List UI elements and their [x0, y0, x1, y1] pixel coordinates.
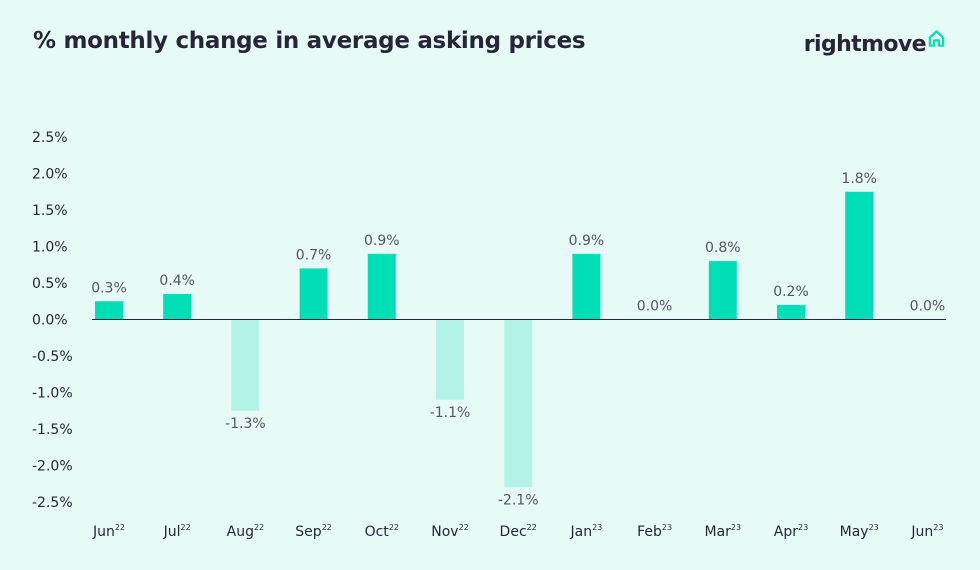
x-tick-month: Apr — [774, 524, 798, 540]
y-tick-label: 1.5% — [32, 203, 68, 219]
x-tick-year-superscript: 22 — [115, 523, 125, 532]
x-tick-label: May23 — [840, 523, 879, 540]
bar — [163, 293, 192, 320]
x-tick-year-superscript: 22 — [322, 523, 332, 532]
x-tick-year-superscript: 22 — [181, 523, 191, 532]
x-tick-year-superscript: 22 — [254, 523, 264, 532]
bar — [299, 268, 328, 320]
data-label: 0.7% — [296, 247, 332, 263]
data-label: -2.1% — [498, 492, 539, 508]
x-tick-year-superscript: 23 — [592, 523, 602, 532]
x-tick-label: Aug22 — [227, 523, 265, 540]
x-tick-label: Feb23 — [637, 523, 672, 540]
data-label: 0.3% — [91, 280, 127, 296]
bar — [572, 253, 601, 320]
x-tick-year-superscript: 23 — [731, 523, 741, 532]
bar — [708, 261, 737, 320]
y-tick-label: -1.0% — [32, 386, 73, 402]
bar — [231, 319, 260, 411]
x-tick-year-superscript: 22 — [527, 523, 537, 532]
x-tick-label: Jul22 — [163, 523, 191, 540]
chart-title: % monthly change in average asking price… — [33, 28, 586, 54]
x-tick-label: Jan23 — [570, 523, 603, 540]
x-tick-month: Jan — [570, 524, 593, 540]
x-tick-month: Oct — [365, 524, 390, 540]
x-tick-year-superscript: 23 — [798, 523, 808, 532]
x-tick-year-superscript: 23 — [662, 523, 672, 532]
data-label: 0.2% — [773, 284, 809, 300]
y-tick-label: -0.5% — [32, 349, 73, 365]
x-tick-month: May — [840, 524, 869, 540]
y-tick-label: 0.5% — [32, 276, 68, 292]
x-tick-month: Mar — [704, 524, 731, 540]
x-tick-label: Mar23 — [704, 523, 741, 540]
y-tick-label: 2.5% — [32, 130, 68, 146]
data-label: 1.8% — [841, 171, 877, 187]
bar — [845, 191, 874, 320]
house-outline-icon — [928, 30, 945, 47]
y-tick-label: -1.5% — [32, 422, 73, 438]
x-tick-year-superscript: 22 — [389, 523, 399, 532]
bar — [504, 319, 533, 488]
bar — [367, 253, 396, 320]
data-label: 0.9% — [364, 233, 400, 249]
brand-name: rightmove — [803, 32, 927, 57]
y-tick-label: 0.0% — [32, 313, 68, 329]
y-tick-label: -2.0% — [32, 459, 73, 475]
x-tick-label: Nov22 — [431, 523, 469, 540]
data-label: -1.1% — [430, 405, 471, 421]
x-tick-month: Jul — [163, 524, 181, 540]
x-tick-month: Dec — [500, 524, 527, 540]
x-tick-label: Sep22 — [295, 523, 332, 540]
data-label: 0.0% — [910, 299, 946, 315]
y-tick-label: 1.0% — [32, 240, 68, 256]
x-tick-year-superscript: 22 — [459, 523, 469, 532]
bar — [777, 304, 805, 320]
x-tick-label: Jun22 — [92, 523, 125, 540]
y-tick-label: 2.0% — [32, 167, 68, 183]
y-tick-label: -2.5% — [32, 495, 73, 511]
data-label: 0.8% — [705, 240, 741, 256]
data-label: 0.0% — [637, 299, 673, 315]
bar — [436, 319, 464, 400]
x-tick-month: Jun — [910, 524, 933, 540]
x-tick-label: Jun23 — [910, 523, 943, 540]
data-label: 0.9% — [569, 233, 605, 249]
x-tick-label: Dec22 — [500, 523, 537, 540]
x-tick-month: Jun — [92, 524, 115, 540]
x-tick-year-superscript: 23 — [869, 523, 879, 532]
data-label: 0.4% — [159, 273, 195, 289]
x-tick-label: Apr23 — [774, 523, 808, 540]
x-tick-year-superscript: 23 — [933, 523, 943, 532]
bar — [95, 301, 123, 320]
brand-logo: rightmove — [804, 30, 946, 60]
x-tick-month: Sep — [295, 524, 322, 540]
x-tick-month: Nov — [431, 524, 458, 540]
x-tick-label: Oct22 — [365, 523, 399, 540]
x-tick-month: Feb — [637, 524, 662, 540]
data-label: -1.3% — [225, 416, 266, 432]
x-tick-month: Aug — [227, 524, 254, 540]
